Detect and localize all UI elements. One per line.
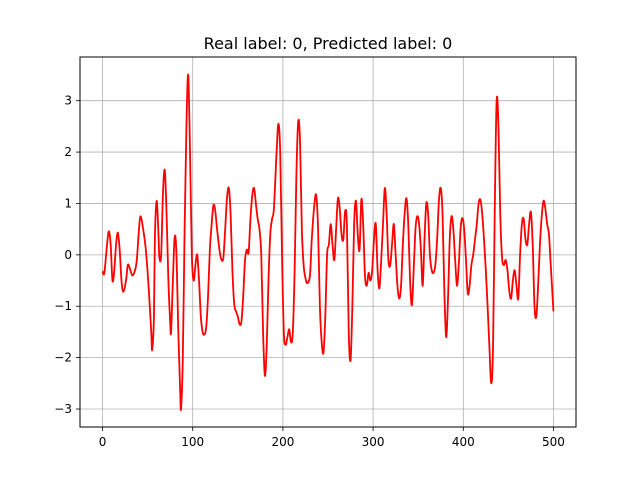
x-tick-label: 200 (271, 435, 294, 449)
y-tick-label: −1 (54, 299, 72, 313)
y-tick-label: −3 (54, 402, 72, 416)
y-tick-label: 1 (64, 196, 72, 210)
x-tick-label: 100 (181, 435, 204, 449)
chart-title: Real label: 0, Predicted label: 0 (204, 34, 453, 53)
plot-frame (79, 56, 577, 428)
y-tick-label: 2 (64, 145, 72, 159)
series-layer (101, 74, 555, 412)
x-tick-label: 500 (542, 435, 565, 449)
y-tick-label: 0 (64, 248, 72, 262)
x-tick-label: 0 (99, 435, 107, 449)
series-line-0 (101, 74, 555, 412)
y-tick-label: −2 (54, 351, 72, 365)
x-tick-label: 300 (362, 435, 385, 449)
x-tick-label: 400 (452, 435, 475, 449)
axis-ticks: 0 100 200 300 400 500 −3 −2 −1 0 1 2 3 (54, 94, 565, 449)
y-tick-label: 3 (64, 94, 72, 108)
